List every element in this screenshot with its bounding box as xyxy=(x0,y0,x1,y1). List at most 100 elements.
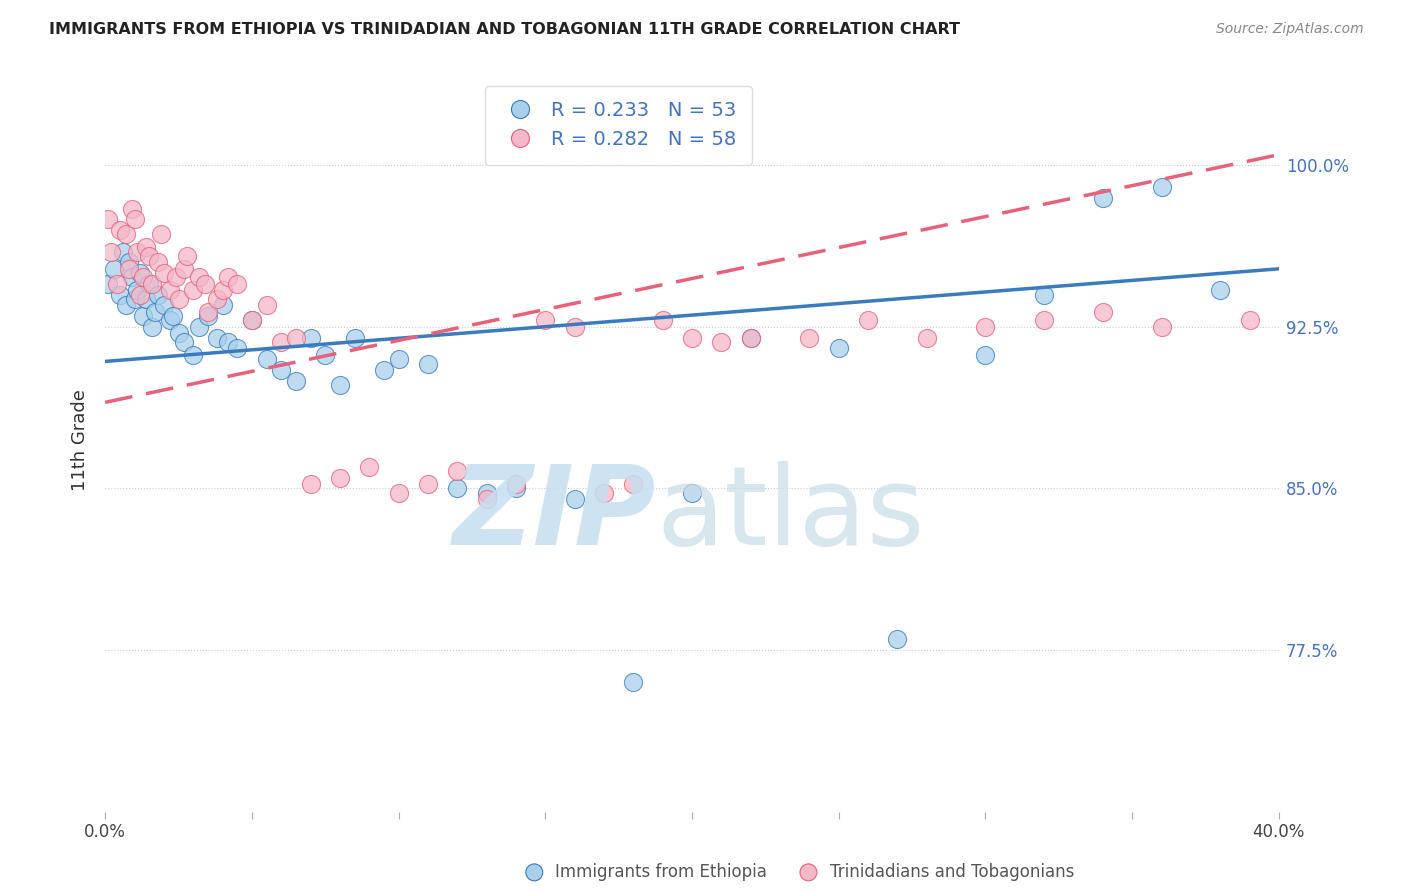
Point xyxy=(226,277,249,291)
Point xyxy=(188,270,211,285)
Point xyxy=(1033,287,1056,301)
Point xyxy=(416,357,439,371)
Point xyxy=(114,298,136,312)
Point xyxy=(129,266,152,280)
Point xyxy=(124,212,146,227)
Point xyxy=(564,320,586,334)
Point xyxy=(121,202,143,216)
Point xyxy=(256,352,278,367)
Point xyxy=(97,212,120,227)
Point xyxy=(505,477,527,491)
Point xyxy=(1091,305,1114,319)
Point xyxy=(359,459,381,474)
Point xyxy=(886,632,908,647)
Point xyxy=(118,261,141,276)
Point xyxy=(475,492,498,507)
Point xyxy=(127,244,149,259)
Point xyxy=(270,363,292,377)
Point xyxy=(1150,320,1173,334)
Point xyxy=(143,305,166,319)
Point xyxy=(226,342,249,356)
Point xyxy=(270,334,292,349)
Point xyxy=(828,342,851,356)
Point xyxy=(681,331,703,345)
Point xyxy=(159,283,181,297)
Point xyxy=(165,270,187,285)
Point xyxy=(564,492,586,507)
Point xyxy=(118,255,141,269)
Point xyxy=(329,378,352,392)
Point xyxy=(181,348,204,362)
Point xyxy=(217,270,239,285)
Point xyxy=(103,261,125,276)
Point xyxy=(149,227,172,242)
Point xyxy=(621,477,644,491)
Point xyxy=(132,270,155,285)
Point xyxy=(162,309,184,323)
Point xyxy=(856,313,879,327)
Text: IMMIGRANTS FROM ETHIOPIA VS TRINIDADIAN AND TOBAGONIAN 11TH GRADE CORRELATION CH: IMMIGRANTS FROM ETHIOPIA VS TRINIDADIAN … xyxy=(49,22,960,37)
Point xyxy=(146,287,169,301)
Point xyxy=(194,277,217,291)
Point xyxy=(593,485,616,500)
Point xyxy=(173,334,195,349)
Point xyxy=(181,283,204,297)
Point xyxy=(1150,180,1173,194)
Text: Immigrants from Ethiopia: Immigrants from Ethiopia xyxy=(555,863,768,881)
Point xyxy=(505,482,527,496)
Text: ZIP: ZIP xyxy=(453,461,657,568)
Point xyxy=(256,298,278,312)
Point xyxy=(343,331,366,345)
Point xyxy=(651,313,673,327)
Point xyxy=(475,485,498,500)
Point xyxy=(446,464,468,478)
Point xyxy=(299,331,322,345)
Point xyxy=(205,292,228,306)
Point xyxy=(388,352,411,367)
Point xyxy=(211,283,233,297)
Point xyxy=(114,227,136,242)
Point xyxy=(799,331,821,345)
Point xyxy=(974,320,997,334)
Y-axis label: 11th Grade: 11th Grade xyxy=(72,389,89,491)
Point xyxy=(197,305,219,319)
Point xyxy=(1033,313,1056,327)
Point xyxy=(329,471,352,485)
Point xyxy=(534,313,557,327)
Point xyxy=(446,482,468,496)
Point xyxy=(153,298,176,312)
Point xyxy=(108,223,131,237)
Point xyxy=(97,277,120,291)
Point xyxy=(167,326,190,341)
Point xyxy=(1239,313,1261,327)
Point xyxy=(217,334,239,349)
Point xyxy=(240,313,263,327)
Point xyxy=(974,348,997,362)
Point xyxy=(197,309,219,323)
Point xyxy=(284,331,307,345)
Point xyxy=(100,244,122,259)
Point xyxy=(740,331,762,345)
Point xyxy=(124,292,146,306)
Text: Source: ZipAtlas.com: Source: ZipAtlas.com xyxy=(1216,22,1364,37)
Point xyxy=(127,283,149,297)
Point xyxy=(135,240,157,254)
Text: Trinidadians and Tobagonians: Trinidadians and Tobagonians xyxy=(830,863,1074,881)
Point xyxy=(138,249,160,263)
Point xyxy=(167,292,190,306)
Legend: R = 0.233   N = 53, R = 0.282   N = 58: R = 0.233 N = 53, R = 0.282 N = 58 xyxy=(485,86,752,164)
Point xyxy=(1209,283,1232,297)
Point xyxy=(388,485,411,500)
Point xyxy=(284,374,307,388)
Point xyxy=(141,320,163,334)
Point xyxy=(176,249,198,263)
Point xyxy=(108,287,131,301)
Point xyxy=(135,292,157,306)
Point xyxy=(138,277,160,291)
Point xyxy=(205,331,228,345)
Point xyxy=(153,266,176,280)
Point xyxy=(314,348,336,362)
Point xyxy=(146,255,169,269)
Point xyxy=(159,313,181,327)
Point xyxy=(710,334,733,349)
